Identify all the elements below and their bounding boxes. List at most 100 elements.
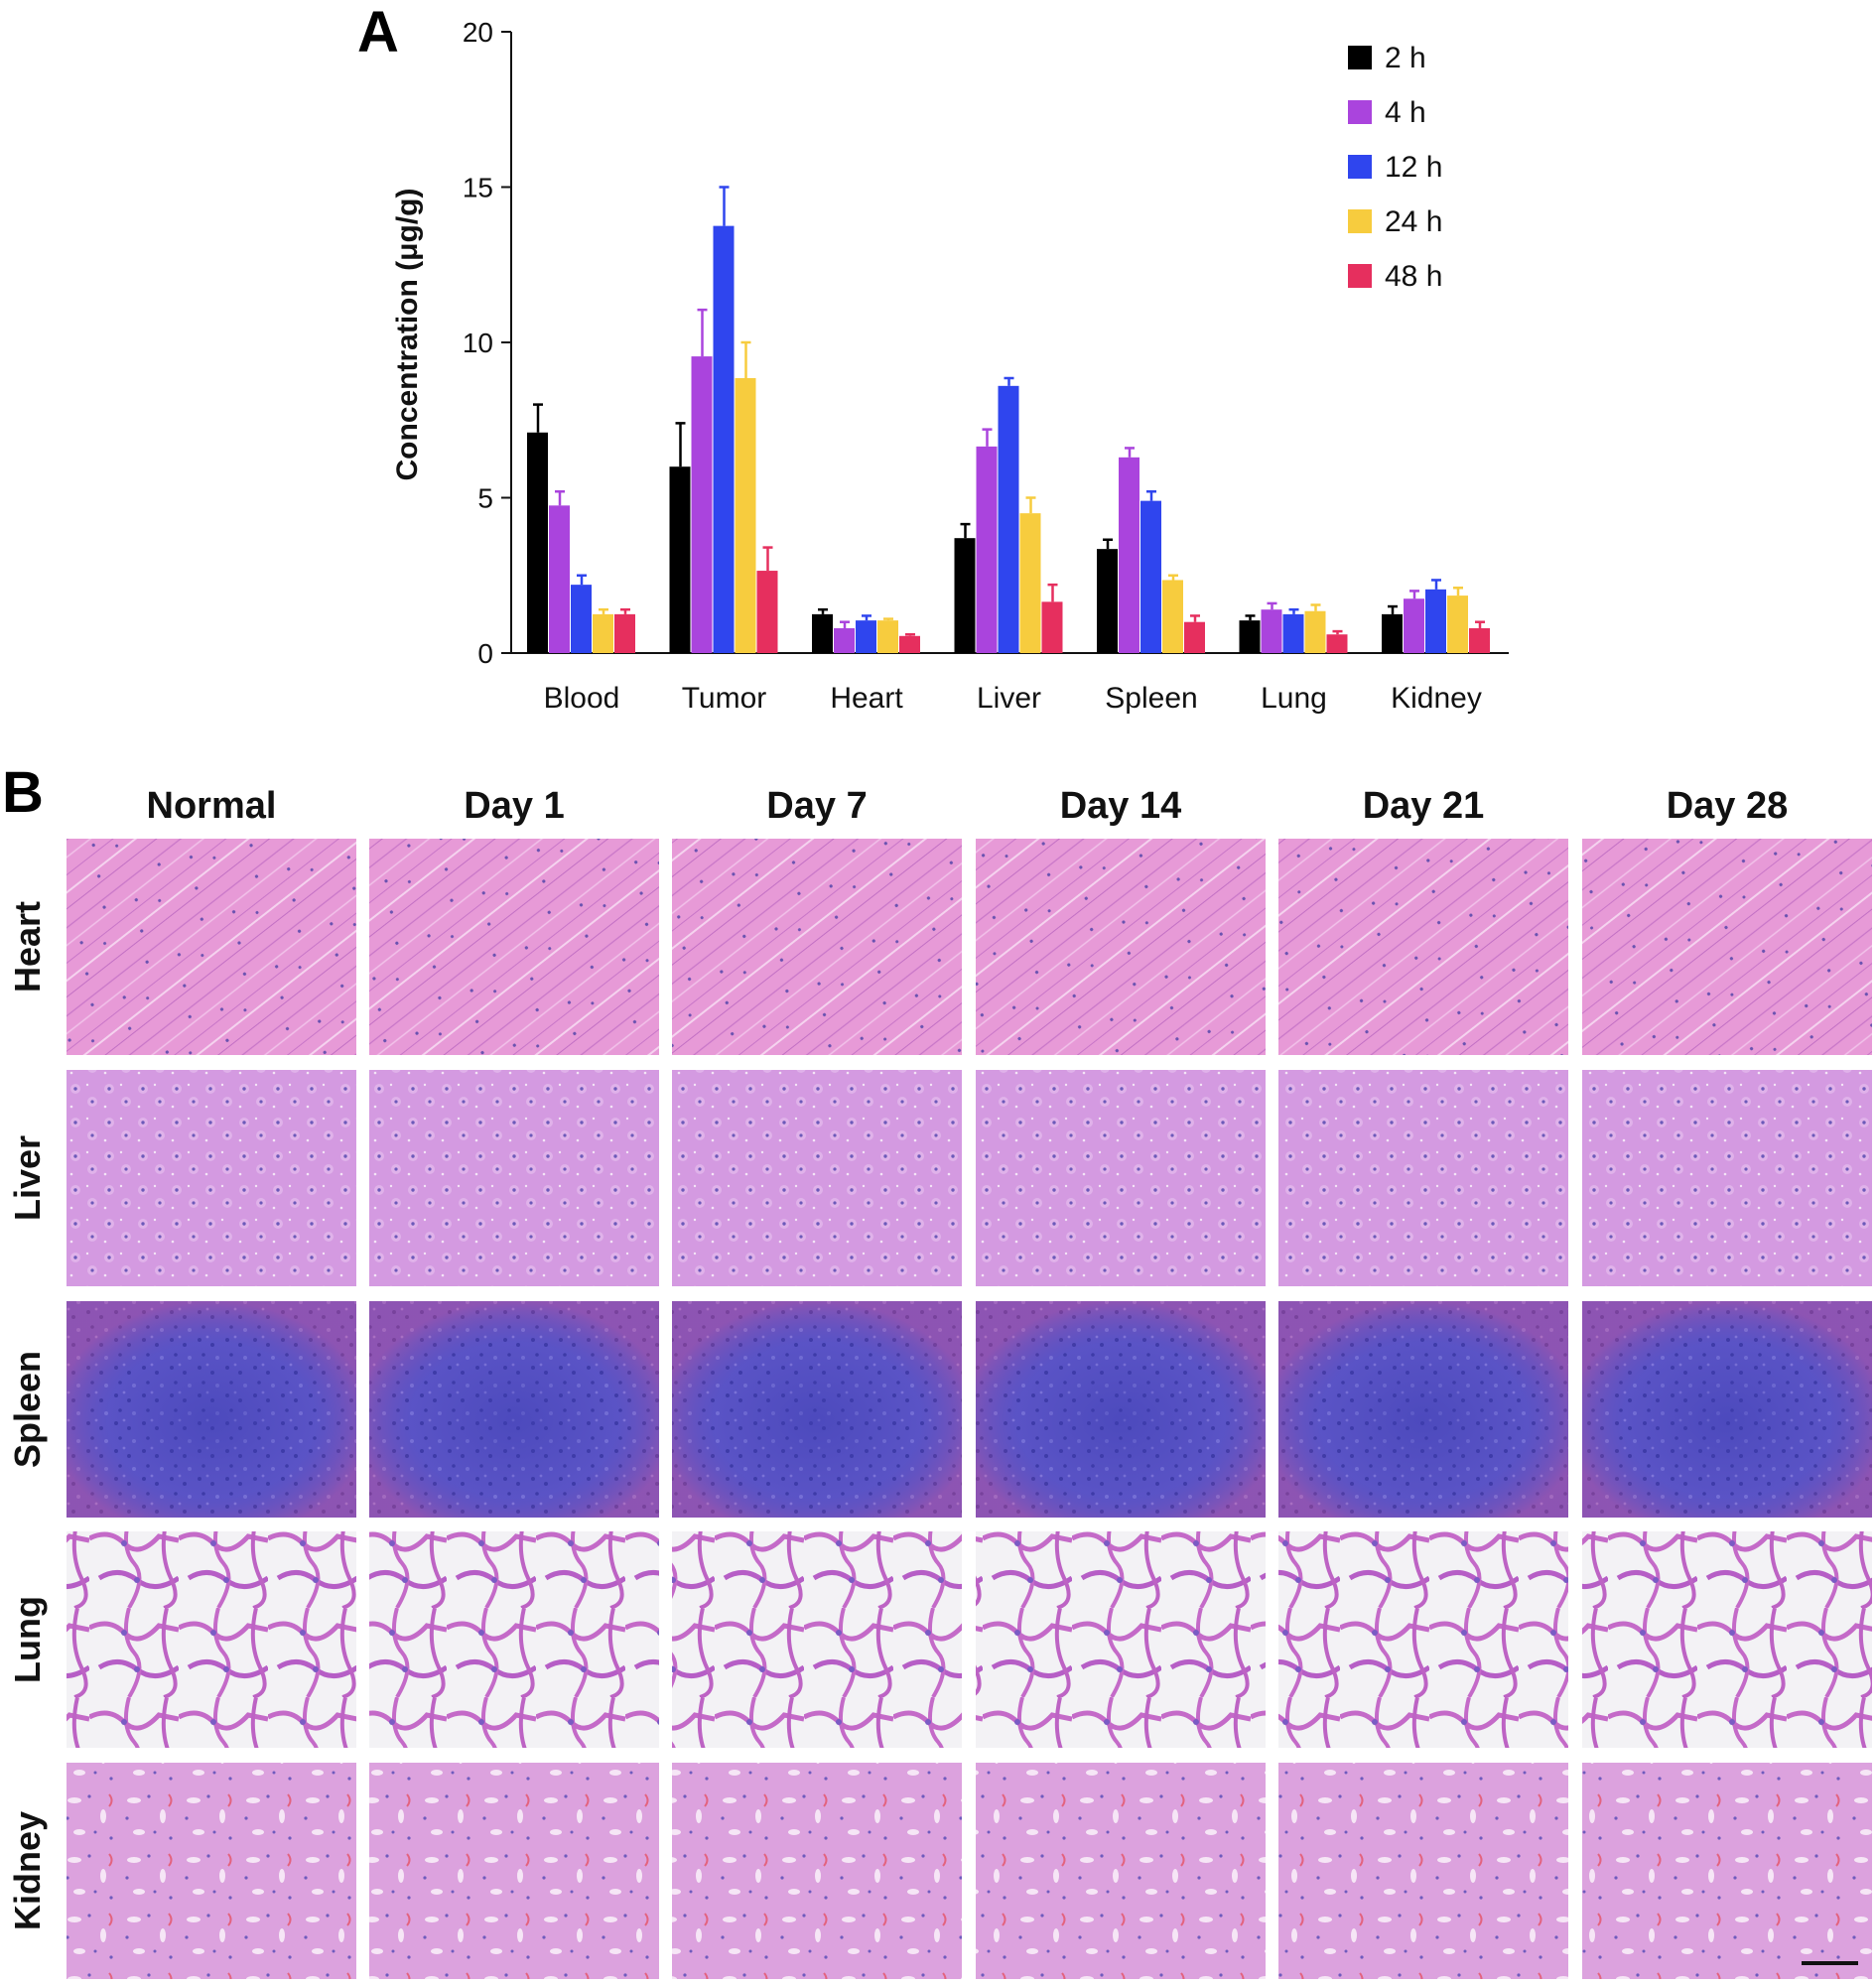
- micrograph-lung: [369, 1531, 659, 1748]
- bar: [1041, 601, 1063, 653]
- micrograph-kidney: [67, 1763, 356, 1979]
- bar: [1239, 620, 1261, 653]
- micrograph-kidney: [1582, 1763, 1872, 1979]
- micrograph-texture: [1582, 1531, 1872, 1748]
- bar: [1097, 549, 1118, 653]
- micrograph-spleen: [1582, 1301, 1872, 1518]
- bar: [976, 446, 998, 653]
- legend-swatch: [1348, 46, 1372, 69]
- micrograph-texture: [976, 1531, 1266, 1748]
- row-label: Liver: [7, 1135, 48, 1221]
- column-header: Normal: [147, 785, 277, 827]
- micrograph-kidney: [976, 1763, 1266, 1979]
- y-axis-ticks: 0 5 10 15 20: [463, 17, 511, 669]
- micrograph-texture: [1278, 839, 1568, 1055]
- legend-label: 24 h: [1385, 205, 1442, 238]
- column-header: Day 7: [766, 785, 867, 827]
- bar: [812, 613, 833, 653]
- bar: [998, 385, 1019, 653]
- bar: [1447, 596, 1468, 653]
- micrograph-kidney: [1278, 1763, 1568, 1979]
- y-tick-label: 5: [477, 483, 493, 514]
- bar: [856, 620, 876, 653]
- bar: [691, 356, 713, 653]
- row-label: Spleen: [7, 1351, 48, 1468]
- bar: [735, 377, 756, 653]
- legend-swatch: [1348, 155, 1372, 179]
- bar: [549, 505, 570, 653]
- bar: [593, 613, 613, 653]
- micrograph-spleen: [369, 1301, 659, 1518]
- micrograph-texture: [1278, 1763, 1568, 1979]
- micrograph-texture: [672, 839, 962, 1055]
- bar: [1019, 513, 1041, 653]
- micrograph-overlay: [1582, 1301, 1872, 1518]
- histology-grid: Normal Day 1 Day 7 Day 14 Day 21 Day 28 Heart…: [7, 785, 1872, 1979]
- legend-label: 12 h: [1385, 151, 1442, 184]
- micrograph-overlay: [672, 1301, 962, 1518]
- y-tick-label: 0: [477, 638, 493, 669]
- micrograph-spleen: [976, 1301, 1266, 1518]
- bar: [954, 538, 976, 653]
- micrograph-texture: [1582, 1763, 1872, 1979]
- bar: [834, 627, 855, 653]
- bar: [614, 613, 635, 653]
- bar: [1425, 589, 1446, 653]
- bar: [877, 620, 898, 653]
- micrograph-panels: [67, 839, 1872, 1979]
- micrograph-texture: [672, 1531, 962, 1748]
- bar: [1469, 627, 1490, 653]
- micrograph-texture: [1278, 1070, 1568, 1286]
- y-axis-label: Concentration (μg/g): [391, 189, 424, 481]
- micrograph-overlay: [976, 1301, 1266, 1518]
- bar: [669, 466, 691, 653]
- legend-label: 2 h: [1385, 42, 1426, 74]
- micrograph-liver: [67, 1070, 356, 1286]
- column-headers: Normal Day 1 Day 7 Day 14 Day 21 Day 28: [147, 785, 1789, 827]
- x-axis-tick-labels: Blood Tumor Heart Liver Spleen Lung Kidney: [544, 682, 1482, 715]
- micrograph-overlay: [1278, 1301, 1568, 1518]
- row-label: Kidney: [7, 1811, 48, 1930]
- legend-swatch: [1348, 209, 1372, 233]
- micrograph-spleen: [67, 1301, 356, 1518]
- bar: [571, 585, 592, 653]
- y-tick-label: 15: [463, 173, 493, 203]
- bar: [1184, 621, 1205, 653]
- panel-a-label: A: [357, 0, 399, 65]
- micrograph-texture: [369, 1763, 659, 1979]
- micrograph-liver: [369, 1070, 659, 1286]
- micrograph-texture: [1582, 839, 1872, 1055]
- bar: [899, 635, 920, 653]
- bar: [1119, 457, 1139, 653]
- column-header: Day 21: [1363, 785, 1485, 827]
- x-tick-label: Blood: [544, 682, 620, 715]
- bar: [1162, 580, 1183, 653]
- bar-chart: Concentration (μg/g) 0 5 10 15 20 Blood Tumor…: [391, 17, 1509, 715]
- x-tick-label: Heart: [830, 682, 903, 715]
- micrograph-texture: [1278, 1531, 1568, 1748]
- column-header: Day 1: [464, 785, 564, 827]
- bar: [527, 432, 548, 653]
- micrograph-texture: [369, 1531, 659, 1748]
- bar: [1261, 609, 1282, 653]
- micrograph-spleen: [672, 1301, 962, 1518]
- x-tick-label: Spleen: [1105, 682, 1197, 715]
- bar: [1140, 500, 1161, 653]
- micrograph-texture: [976, 839, 1266, 1055]
- micrograph-heart: [976, 839, 1266, 1055]
- column-header: Day 14: [1060, 785, 1182, 827]
- micrograph-lung: [1582, 1531, 1872, 1748]
- y-tick-label: 10: [463, 328, 493, 358]
- micrograph-spleen: [1278, 1301, 1568, 1518]
- micrograph-texture: [67, 1531, 356, 1748]
- micrograph-lung: [672, 1531, 962, 1748]
- bar: [1304, 610, 1326, 653]
- micrograph-liver: [1278, 1070, 1568, 1286]
- micrograph-lung: [1278, 1531, 1568, 1748]
- micrograph-heart: [1582, 839, 1872, 1055]
- bar: [1382, 613, 1403, 653]
- legend-label: 4 h: [1385, 96, 1426, 129]
- micrograph-heart: [672, 839, 962, 1055]
- micrograph-texture: [67, 839, 356, 1055]
